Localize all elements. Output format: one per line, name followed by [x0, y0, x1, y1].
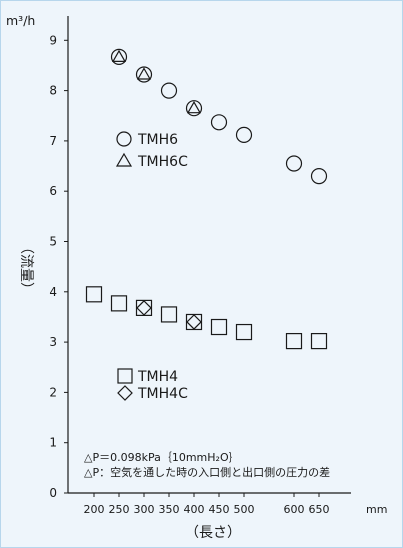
data-point-tmh4 [310, 332, 328, 350]
legend-circle-icon [116, 131, 132, 147]
data-point-tmh6 [185, 100, 203, 117]
y-tick-label: 0 [49, 486, 57, 500]
x-tick-label: 200 [84, 503, 105, 516]
legend-tmh4c: TMH4C [117, 385, 188, 402]
legend-tmh6: TMH6 [116, 131, 178, 148]
y-tick-label: 3 [49, 335, 57, 349]
legend-square-icon [117, 368, 133, 384]
legend-label-tmh4: TMH4 [137, 369, 178, 385]
data-point-tmh6 [210, 114, 228, 131]
data-point-tmh4 [235, 323, 253, 341]
y-tick-label: 1 [49, 436, 57, 450]
x-unit-label: mm [366, 503, 387, 516]
x-tick-label: 300 [134, 503, 155, 516]
data-point-tmh6c [111, 49, 127, 62]
y-tick-label: 6 [49, 184, 57, 198]
data-point-tmh6c [186, 100, 202, 114]
data-point-tmh6 [310, 168, 328, 185]
data-point-tmh4 [210, 318, 228, 336]
x-tick-label: 500 [234, 503, 255, 516]
legend-triangle-icon [115, 152, 133, 167]
data-point-tmh4 [160, 306, 178, 323]
data-point-tmh6 [285, 155, 303, 172]
data-point-tmh4 [185, 313, 203, 331]
data-point-tmh6 [110, 48, 128, 65]
legend-tmh4: TMH4 [117, 368, 178, 385]
annotation-pressure-value: △P＝0.098kPa｛10mmH₂O｝ [84, 451, 240, 464]
y-tick-label: 9 [49, 33, 57, 47]
data-point-tmh6 [135, 66, 153, 83]
y-tick-label: 4 [49, 285, 57, 299]
data-point-tmh4 [285, 332, 303, 350]
data-point-tmh6 [160, 82, 178, 99]
data-point-tmh4 [85, 286, 103, 303]
x-tick-label: 650 [309, 503, 330, 516]
y-ticks: 0 1 2 3 4 5 6 7 8 9 [49, 33, 68, 500]
y-axis-title: （流量） [18, 240, 34, 296]
annotation-pressure-definition: △P：空気を通した時の入口側と出口側の圧力の差 [84, 465, 330, 479]
legend-diamond-icon [117, 385, 133, 401]
data-point-tmh6c [136, 67, 152, 80]
y-tick-label: 2 [49, 385, 57, 399]
x-tick-label: 450 [209, 503, 230, 516]
x-tick-label: 350 [159, 503, 180, 516]
data-point-tmh4c [136, 300, 152, 316]
x-axis-title: （長さ） [185, 525, 241, 541]
legend-tmh6c: TMH6C [115, 152, 188, 170]
data-point-tmh4c [186, 314, 202, 330]
legend-label-tmh6: TMH6 [137, 132, 178, 148]
y-tick-label: 5 [49, 235, 57, 249]
x-ticks: 200 250 300 350 400 450 500 600 650 [84, 493, 330, 516]
legend-label-tmh4c: TMH4C [137, 386, 188, 402]
x-tick-label: 600 [284, 503, 305, 516]
x-tick-label: 400 [184, 503, 205, 516]
x-tick-label: 250 [109, 503, 130, 516]
y-tick-label: 8 [49, 84, 57, 98]
data-point-tmh4 [135, 299, 153, 316]
legend-label-tmh6c: TMH6C [137, 154, 188, 170]
data-marks [85, 48, 328, 350]
y-unit-label: m³/h [6, 13, 35, 28]
data-point-tmh6 [235, 126, 253, 143]
data-point-tmh4 [110, 295, 128, 312]
y-tick-label: 7 [49, 134, 57, 148]
